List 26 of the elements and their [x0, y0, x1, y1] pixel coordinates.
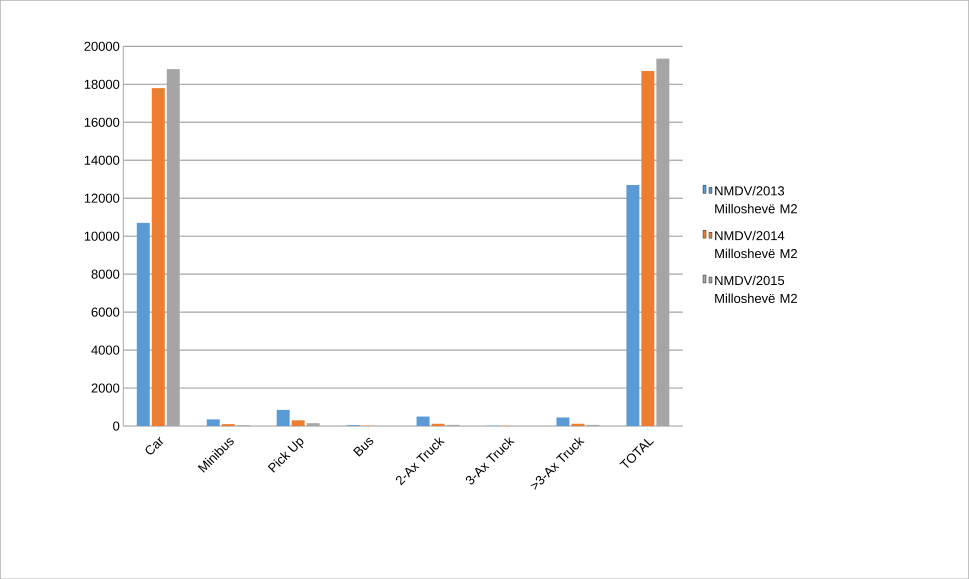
y-tick-label: 14000 — [84, 156, 120, 165]
legend-label: NMDV/2013 Milloshevë M2 — [715, 186, 797, 214]
bar — [276, 410, 290, 426]
y-tick-label: 16000 — [84, 118, 120, 127]
x-tick-label: Bus — [353, 438, 374, 456]
bar — [416, 416, 430, 426]
y-tick-label: 6000 — [92, 307, 120, 317]
bar — [292, 420, 305, 426]
y-tick-label: 0 — [113, 421, 120, 430]
x-tick-label: Car — [146, 436, 164, 454]
bar — [641, 70, 654, 426]
y-tick-label: 8000 — [92, 269, 120, 279]
bar — [152, 88, 165, 426]
y-tick-label: 12000 — [84, 193, 120, 203]
y-tick-label: 4000 — [91, 345, 120, 355]
y-tick-label: 2000 — [92, 383, 120, 392]
x-tick-label: Pick Up — [268, 438, 304, 473]
bar — [626, 184, 640, 426]
bar — [206, 419, 220, 426]
legend-label: NMDV/2014 Milloshevë M2 — [715, 230, 797, 258]
y-tick-label: 20000 — [84, 42, 120, 51]
bar — [556, 417, 570, 426]
bar — [136, 222, 150, 426]
y-tick-label: 10000 — [84, 231, 120, 241]
legend-label: NMDV/2015 Milloshevë M2 — [715, 275, 797, 303]
y-tick-label: 18000 — [84, 80, 120, 89]
